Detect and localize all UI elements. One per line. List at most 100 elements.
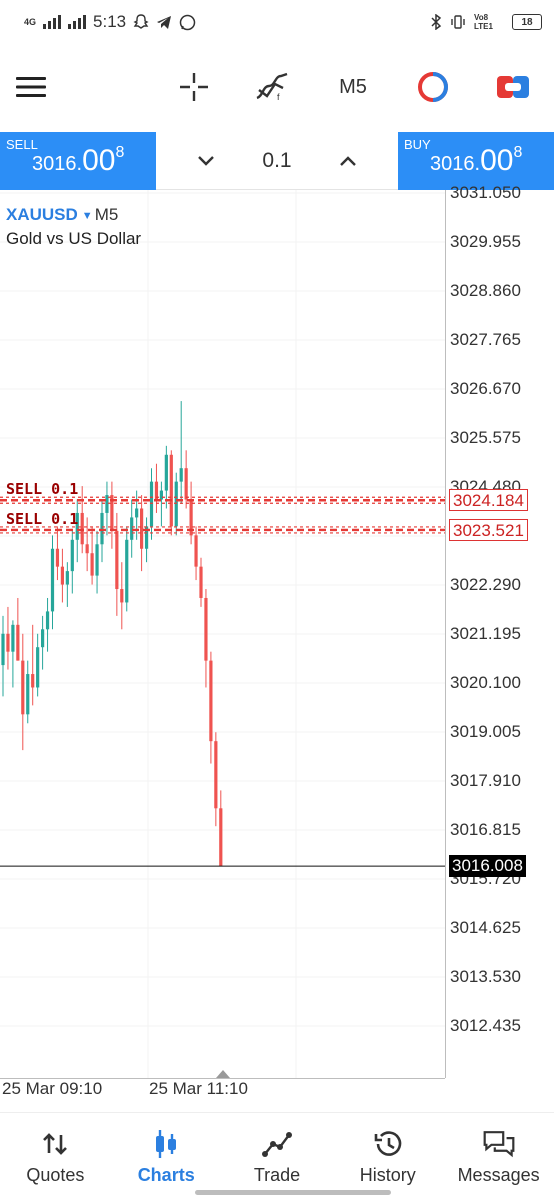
candle bbox=[105, 481, 109, 536]
position-price-tag: 3023.521 bbox=[449, 518, 528, 541]
lot-stepper: 0.1 bbox=[156, 132, 398, 190]
charts-icon bbox=[150, 1127, 182, 1161]
candle bbox=[194, 526, 198, 581]
price-axis-label: 3020.100 bbox=[450, 673, 521, 692]
candle bbox=[41, 615, 45, 670]
clock: 5:13 bbox=[93, 12, 127, 31]
price-axis-label: 3012.435 bbox=[450, 1016, 521, 1035]
candle bbox=[214, 732, 218, 827]
indicators-button[interactable]: f bbox=[249, 64, 295, 110]
nav-messages[interactable]: Messages bbox=[443, 1113, 554, 1200]
price-axis-label: 3029.955 bbox=[450, 232, 521, 251]
timeframe-button[interactable]: M5 bbox=[339, 75, 367, 98]
current-price-tag: 3016.008 bbox=[449, 855, 526, 878]
candle bbox=[50, 535, 55, 630]
candle bbox=[80, 486, 84, 554]
nav-history[interactable]: History bbox=[332, 1113, 443, 1200]
candle bbox=[149, 468, 154, 540]
candle bbox=[90, 526, 94, 585]
nav-trade[interactable]: Trade bbox=[222, 1113, 333, 1200]
candle bbox=[135, 490, 139, 540]
candle bbox=[125, 526, 129, 612]
chart-canvas[interactable] bbox=[0, 190, 554, 1105]
signal-2-icon bbox=[68, 15, 87, 29]
price-axis-label: 3016.815 bbox=[450, 820, 521, 839]
svg-text:f: f bbox=[277, 92, 280, 102]
candle bbox=[16, 597, 20, 661]
decrease-lot-button[interactable] bbox=[196, 154, 216, 168]
menu-button[interactable] bbox=[8, 64, 54, 110]
nav-label: History bbox=[359, 1165, 416, 1185]
symbol-selector[interactable]: XAUUSD ▼ M5 bbox=[6, 205, 119, 224]
buy-label: BUY bbox=[404, 137, 431, 152]
candle bbox=[65, 562, 69, 607]
sell-label: SELL bbox=[6, 137, 38, 152]
bluetooth-icon bbox=[431, 14, 442, 30]
symbol-description: Gold vs US Dollar bbox=[6, 229, 142, 248]
nav-charts[interactable]: Charts bbox=[111, 1113, 222, 1200]
price-axis-label: 3013.530 bbox=[450, 967, 521, 986]
indicators-icon: f bbox=[256, 72, 288, 102]
price-axis-label: 3027.765 bbox=[450, 330, 521, 349]
candle bbox=[179, 401, 183, 505]
price-axis-label: 3031.050 bbox=[450, 183, 521, 202]
price-axis-label: 3021.195 bbox=[450, 624, 521, 643]
nav-label: Charts bbox=[137, 1165, 195, 1185]
nav-label: Messages bbox=[457, 1165, 540, 1185]
candle bbox=[31, 624, 35, 706]
status-bar: 4G 5:13 Vo8 LTE1 18 bbox=[0, 0, 554, 44]
candle bbox=[26, 660, 30, 724]
objects-icon bbox=[418, 72, 448, 102]
position-label[interactable]: SELL 0.1 bbox=[6, 480, 79, 499]
nav-quotes[interactable]: Quotes bbox=[0, 1113, 111, 1200]
battery-icon: 18 bbox=[512, 14, 542, 30]
time-label: 25 Mar 11:10 bbox=[149, 1079, 248, 1098]
dropdown-arrow-icon: ▼ bbox=[81, 209, 93, 222]
candle bbox=[219, 790, 223, 867]
lot-size[interactable]: 0.1 bbox=[262, 148, 292, 172]
quotes-icon bbox=[39, 1127, 71, 1161]
scroll-marker-icon bbox=[216, 1070, 230, 1078]
candle bbox=[189, 481, 193, 545]
candle bbox=[1, 615, 5, 697]
candle bbox=[95, 530, 99, 594]
chart-toolbar: f M5 bbox=[0, 52, 554, 122]
candle bbox=[70, 530, 74, 594]
candle bbox=[110, 481, 114, 549]
home-indicator[interactable] bbox=[195, 1190, 391, 1195]
candle bbox=[184, 450, 188, 509]
price-axis-label: 3028.860 bbox=[450, 281, 521, 300]
increase-lot-button[interactable] bbox=[338, 154, 358, 168]
candle bbox=[60, 548, 64, 603]
candle bbox=[204, 589, 208, 688]
snapchat-icon bbox=[133, 14, 149, 29]
nav-label: Trade bbox=[253, 1165, 301, 1185]
whatsapp-icon bbox=[179, 14, 196, 30]
price-chart[interactable] bbox=[0, 190, 554, 1105]
candle bbox=[164, 445, 168, 509]
candle bbox=[154, 463, 159, 513]
price-axis-label: 3017.910 bbox=[450, 771, 521, 790]
candle bbox=[55, 526, 60, 581]
candle bbox=[85, 517, 89, 572]
candle bbox=[209, 651, 213, 764]
candle bbox=[36, 633, 40, 697]
sell-button[interactable]: SELL 3016.008 bbox=[0, 132, 156, 190]
crosshair-button[interactable] bbox=[171, 64, 217, 110]
candle bbox=[120, 562, 124, 630]
buy-price: 3016.008 bbox=[430, 144, 523, 177]
one-click-trading-button[interactable] bbox=[490, 64, 536, 110]
vibrate-icon bbox=[451, 15, 465, 29]
position-label[interactable]: SELL 0.1 bbox=[6, 509, 79, 528]
position-price-tag: 3024.184 bbox=[449, 489, 528, 512]
crosshair-icon bbox=[180, 73, 208, 101]
objects-button[interactable] bbox=[410, 64, 456, 110]
candle bbox=[6, 606, 10, 670]
volte-indicator: Vo8 LTE1 bbox=[474, 13, 493, 31]
one-click-trade-panel: SELL 3016.008 0.1 BUY 3016.008 bbox=[0, 132, 554, 190]
history-icon bbox=[372, 1127, 404, 1161]
buy-button[interactable]: BUY 3016.008 bbox=[398, 132, 554, 190]
bottom-navigation: Quotes Charts Trade History Messages bbox=[0, 1112, 554, 1200]
candle bbox=[115, 512, 119, 616]
trade-icon bbox=[261, 1127, 293, 1161]
